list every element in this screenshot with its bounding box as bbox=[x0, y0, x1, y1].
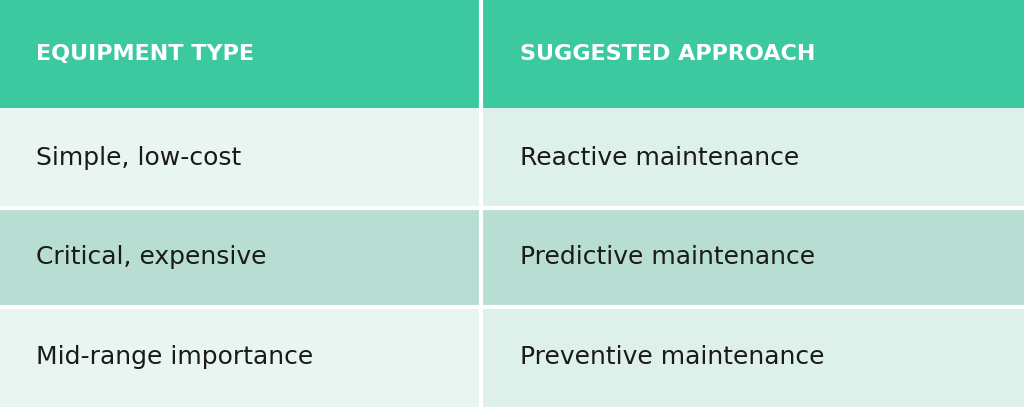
Text: Critical, expensive: Critical, expensive bbox=[36, 245, 266, 269]
Bar bbox=[0, 208, 481, 307]
Bar bbox=[0, 108, 481, 208]
Bar bbox=[481, 208, 1024, 307]
Text: Mid-range importance: Mid-range importance bbox=[36, 345, 313, 369]
Text: Simple, low-cost: Simple, low-cost bbox=[36, 146, 241, 170]
Bar bbox=[0, 307, 481, 407]
Bar bbox=[481, 307, 1024, 407]
Text: Reactive maintenance: Reactive maintenance bbox=[520, 146, 800, 170]
Text: SUGGESTED APPROACH: SUGGESTED APPROACH bbox=[520, 44, 815, 64]
Bar bbox=[0, 0, 481, 108]
Bar bbox=[481, 0, 1024, 108]
Bar bbox=[481, 108, 1024, 208]
Text: Predictive maintenance: Predictive maintenance bbox=[520, 245, 815, 269]
Text: EQUIPMENT TYPE: EQUIPMENT TYPE bbox=[36, 44, 254, 64]
Text: Preventive maintenance: Preventive maintenance bbox=[520, 345, 824, 369]
